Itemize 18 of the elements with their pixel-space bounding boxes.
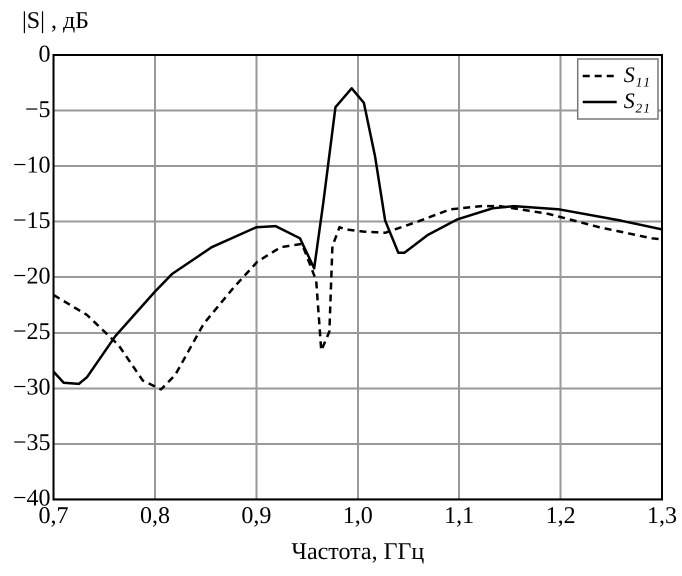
x-tick-label: 1,1 [444, 503, 474, 530]
legend-label: S₁₁ [624, 62, 650, 87]
x-tick-label: 1,2 [546, 503, 576, 530]
y-tick-label: 0 [38, 41, 51, 68]
y-tick-label: −15 [12, 208, 51, 234]
x-axis-title: Частота, ГГц [291, 538, 424, 565]
y-tick-label: −25 [12, 319, 51, 346]
y-tick-label: −35 [12, 430, 51, 456]
y-tick-label: −30 [12, 374, 51, 401]
y-tick-label: −5 [24, 96, 51, 123]
y-tick-label: −10 [12, 152, 51, 178]
y-axis-title: |S| , дБ [22, 8, 89, 35]
x-tick-label: 0,9 [241, 503, 272, 530]
x-tick-label: 1,3 [647, 503, 677, 530]
x-tick-label: 0,8 [140, 503, 170, 530]
x-tick-label: 1,0 [342, 503, 373, 530]
legend-label: S₂₁ [624, 88, 650, 113]
y-tick-label: −20 [12, 263, 51, 290]
